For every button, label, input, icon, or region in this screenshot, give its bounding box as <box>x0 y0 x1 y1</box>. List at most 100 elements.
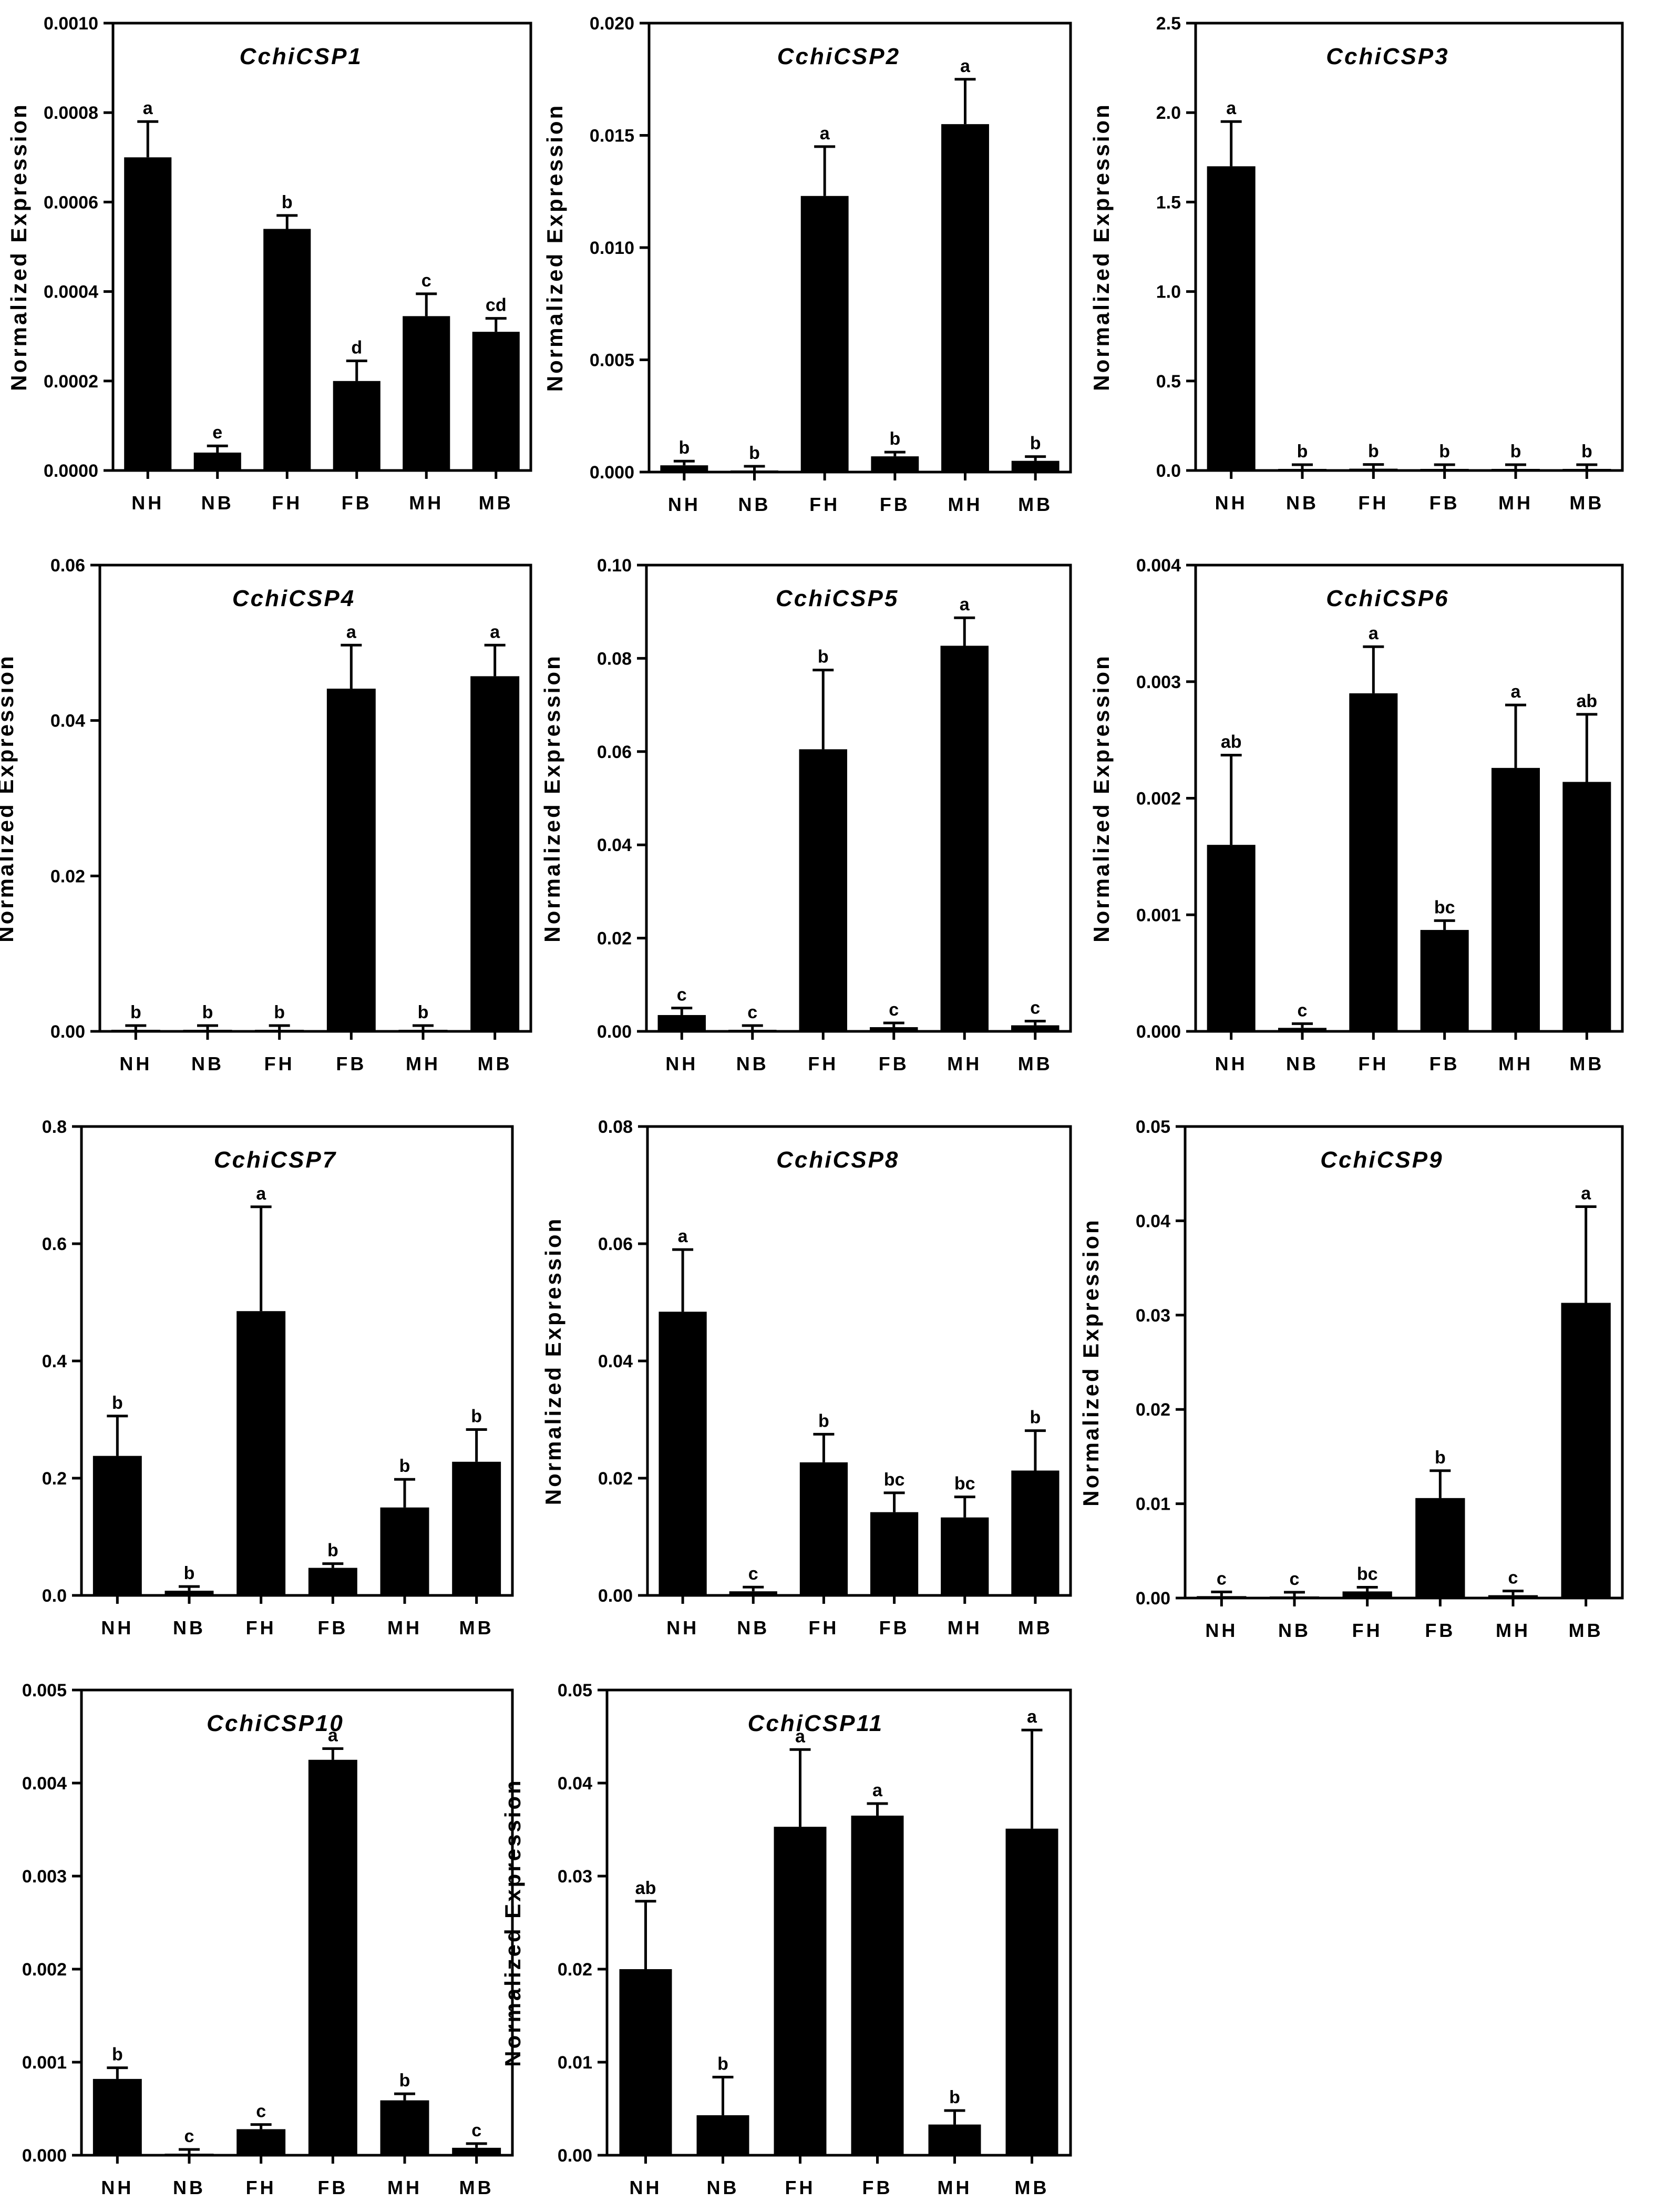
significance-label: b <box>202 1002 213 1022</box>
y-tick-label: 0.0000 <box>44 461 98 481</box>
bar <box>308 1759 357 2155</box>
bar <box>380 1507 429 1595</box>
y-tick-label: 0.03 <box>558 1867 592 1887</box>
significance-label: b <box>274 1002 285 1022</box>
significance-label: b <box>112 2045 123 2065</box>
bar <box>1491 469 1540 470</box>
y-tick-label: 0.00 <box>597 1022 632 1042</box>
significance-label: a <box>1511 682 1521 702</box>
bar <box>731 470 778 472</box>
bar <box>1269 1596 1320 1598</box>
significance-label: a <box>143 98 153 118</box>
x-tick-label: MB <box>1569 1620 1603 1641</box>
y-axis-label: Normalized Expression <box>500 1778 525 2066</box>
chart-title: CchiCSP5 <box>776 586 899 611</box>
x-tick-label: NB <box>191 1053 224 1074</box>
y-tick-label: 0.04 <box>1136 1211 1170 1231</box>
significance-label: b <box>749 443 760 463</box>
bar <box>452 2147 501 2155</box>
bar <box>164 2154 214 2155</box>
y-tick-label: 0.0008 <box>44 103 98 123</box>
bar <box>1278 1028 1327 1031</box>
significance-label: b <box>471 1406 482 1426</box>
significance-label: ab <box>1576 691 1597 711</box>
x-tick-label: FH <box>809 494 840 515</box>
x-tick-label: MH <box>947 1053 982 1074</box>
y-tick-label: 0.02 <box>558 1960 592 1980</box>
significance-label: c <box>471 2121 481 2141</box>
y-tick-label: 0.05 <box>1136 1117 1170 1137</box>
bar <box>1005 1828 1058 2155</box>
bar <box>398 1030 448 1031</box>
y-tick-label: 0.02 <box>597 929 632 949</box>
x-tick-label: NB <box>201 492 234 514</box>
y-tick-label: 0.02 <box>1136 1400 1170 1420</box>
y-tick-label: 0.06 <box>597 742 632 762</box>
significance-label: ab <box>1221 732 1242 752</box>
y-tick-label: 0.000 <box>590 463 634 483</box>
y-axis-label: Normalized Expression <box>541 1217 565 1505</box>
y-tick-label: 1.5 <box>1156 192 1181 212</box>
chart-title: CchiCSP2 <box>777 44 900 69</box>
x-tick-label: NH <box>101 1617 133 1638</box>
y-axis-label: Normalized Expression <box>6 103 31 391</box>
x-tick-label: NH <box>630 2177 662 2198</box>
significance-label: c <box>1030 998 1040 1018</box>
y-tick-label: 0.001 <box>22 2053 67 2073</box>
plot-frame <box>1194 564 1624 1033</box>
significance-label: a <box>960 56 971 76</box>
x-tick-label: MH <box>409 492 444 514</box>
bar <box>183 1030 232 1031</box>
y-tick-label: 0.08 <box>598 1117 633 1137</box>
significance-label: d <box>351 338 362 358</box>
bar <box>452 1461 501 1595</box>
y-tick-label: 0.005 <box>590 351 634 371</box>
y-tick-label: 0.002 <box>1136 789 1181 809</box>
x-tick-label: NH <box>1215 1053 1248 1074</box>
bar <box>1562 469 1611 470</box>
significance-label: c <box>889 1000 899 1020</box>
significance-label: b <box>327 1541 338 1561</box>
chart-panel: CchiCSP3 0.0 0.5 1.0 1.5 2.0 2.5 Normalized Exp… <box>1089 14 1624 514</box>
significance-label: b <box>112 1393 123 1413</box>
chart-title: CchiCSP1 <box>240 44 363 69</box>
bar <box>619 1969 672 2155</box>
bar <box>940 646 989 1031</box>
significance-label: b <box>717 2054 728 2074</box>
x-tick-label: NH <box>666 1617 699 1638</box>
y-tick-label: 0.005 <box>22 1681 67 1701</box>
x-tick-label: MH <box>1498 492 1533 514</box>
chart-panel: CchiCSP11 0.00 0.01 0.02 0.03 0.04 0.05 Normali… <box>500 1681 1072 2198</box>
y-tick-label: 0.0010 <box>44 14 98 34</box>
x-tick-label: FH <box>785 2177 816 2198</box>
plot-frame <box>98 564 532 1033</box>
significance-label: c <box>421 271 431 291</box>
x-tick-label: NH <box>131 492 164 514</box>
bar <box>193 452 241 470</box>
bar <box>470 676 520 1031</box>
significance-label: b <box>282 192 293 212</box>
chart-panel: CchiCSP1 0.0000 0.0002 0.0004 0.0006 0.0008 0.… <box>6 14 532 514</box>
x-tick-label: NH <box>1205 1620 1238 1641</box>
chart-title: CchiCSP6 <box>1326 586 1449 611</box>
y-tick-label: 1.0 <box>1156 282 1181 302</box>
y-tick-label: 0.04 <box>597 835 632 855</box>
bar <box>870 1027 918 1031</box>
chart-panel: CchiCSP5 0.00 0.02 0.04 0.06 0.08 0.10 Normaliz… <box>540 556 1072 1074</box>
bar <box>1349 468 1398 470</box>
bar <box>800 196 849 472</box>
bar <box>799 749 847 1031</box>
significance-label: b <box>818 647 829 667</box>
y-tick-label: 0.04 <box>50 711 85 731</box>
y-tick-label: 0.01 <box>558 2053 592 2073</box>
significance-label: c <box>1217 1569 1227 1589</box>
significance-label: bc <box>954 1474 975 1494</box>
y-tick-label: 2.5 <box>1156 14 1181 34</box>
x-tick-label: FB <box>1429 1053 1460 1074</box>
bar <box>851 1815 904 2155</box>
bar <box>326 689 376 1031</box>
significance-label: c <box>1290 1569 1300 1589</box>
chart-title: CchiCSP10 <box>207 1711 344 1736</box>
y-tick-label: 0.2 <box>42 1469 67 1489</box>
